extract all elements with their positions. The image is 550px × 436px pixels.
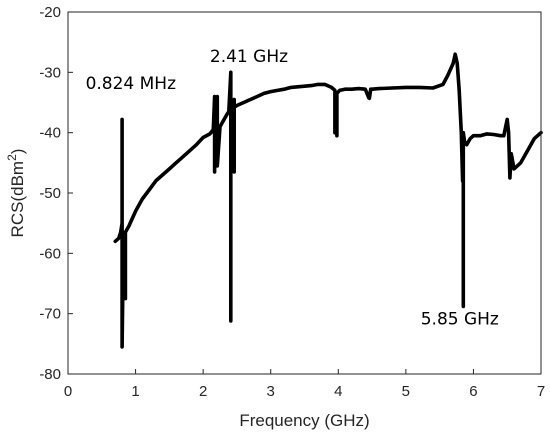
- annotation-label: 5.85 GHz: [421, 310, 499, 330]
- x-tick-label: 1: [131, 383, 139, 400]
- annotation-label: 2.41 GHz: [210, 47, 288, 67]
- x-axis-ticks: 0 1 2 3 4 5 6 7: [64, 369, 545, 400]
- y-tick-label: -20: [39, 4, 61, 21]
- x-tick-label: 7: [537, 383, 545, 400]
- annotation-label: 0.824 MHz: [86, 74, 177, 94]
- y-axis-label-superscript: 2: [5, 154, 19, 161]
- y-axis-label-close: ): [8, 149, 27, 155]
- y-tick-label: -60: [39, 245, 61, 262]
- x-tick-label: 6: [469, 383, 477, 400]
- y-axis-label: RCS(dBm2): [5, 149, 27, 238]
- x-axis-label: Frequency (GHz): [239, 411, 369, 430]
- plot-frame: [67, 11, 542, 375]
- x-tick-label: 2: [199, 383, 207, 400]
- x-tick-label: 0: [64, 383, 72, 400]
- y-tick-label: -80: [39, 366, 61, 383]
- rcs-series-line: [113, 52, 543, 349]
- y-axis-ticks: -80 -70 -60 -50 -40 -30 -20: [39, 4, 73, 383]
- chart-annotations: 0.824 MHz 2.41 GHz 5.85 GHz: [86, 47, 499, 329]
- y-tick-label: -50: [39, 185, 61, 202]
- y-tick-label: -30: [39, 64, 61, 81]
- y-tick-label: -70: [39, 306, 61, 323]
- x-tick-label: 3: [267, 383, 275, 400]
- x-tick-label: 4: [334, 383, 342, 400]
- x-tick-label: 5: [402, 383, 410, 400]
- y-tick-label: -40: [39, 125, 61, 142]
- y-axis-label-main: RCS(dBm: [8, 161, 27, 238]
